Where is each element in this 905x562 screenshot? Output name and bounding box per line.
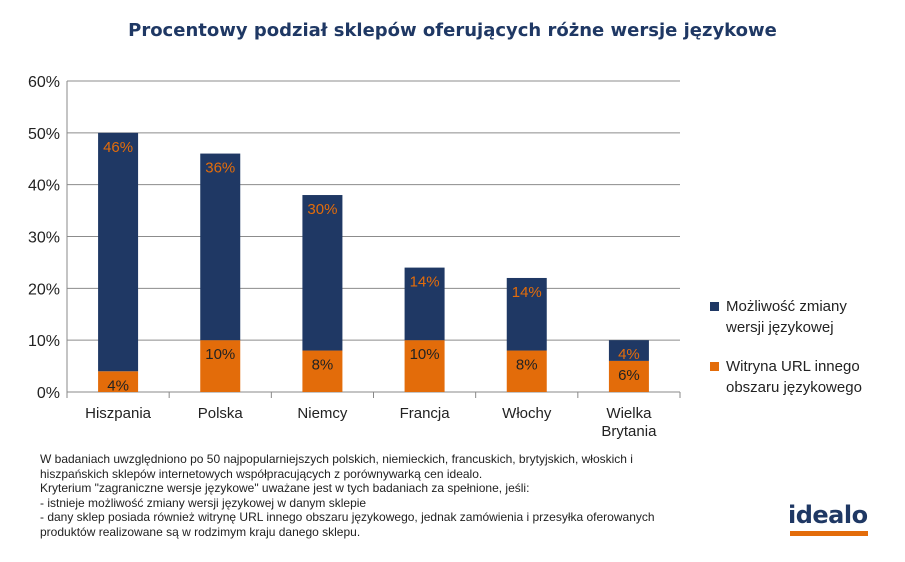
footnote-line: W badaniach uwzględniono po 50 najpopula… bbox=[40, 452, 633, 466]
x-tick-label: Francja bbox=[400, 405, 451, 422]
data-label: 10% bbox=[205, 346, 235, 363]
data-label: 14% bbox=[410, 274, 440, 291]
y-tick-label: 40% bbox=[28, 178, 60, 195]
bar-segment bbox=[98, 132, 139, 372]
data-label: 36% bbox=[205, 160, 235, 177]
data-label: 30% bbox=[307, 201, 337, 218]
data-label: 10% bbox=[410, 346, 440, 363]
legend-swatch bbox=[710, 362, 719, 371]
data-label: 4% bbox=[618, 346, 640, 363]
x-tick-label: Włochy bbox=[502, 405, 552, 422]
bar-segment bbox=[200, 153, 241, 341]
y-tick-label: 10% bbox=[28, 333, 60, 350]
y-tick-label: 50% bbox=[28, 126, 60, 143]
y-tick-label: 60% bbox=[28, 74, 60, 91]
legend-label: Witryna URL innego bbox=[726, 358, 860, 375]
data-label: 4% bbox=[107, 377, 129, 394]
footnote-line: - istnieje możliwość zmiany wersji język… bbox=[40, 495, 367, 510]
x-tick-label: Wielka bbox=[606, 405, 652, 422]
y-tick-label: 0% bbox=[37, 385, 60, 402]
bar-segment bbox=[608, 340, 649, 361]
bar-segment bbox=[302, 350, 343, 392]
data-label: 6% bbox=[618, 367, 640, 384]
footnote-line: produktów realizowane są w rodzimym kraj… bbox=[40, 524, 361, 539]
logo-underline bbox=[790, 531, 868, 536]
legend-swatch bbox=[710, 302, 719, 311]
y-tick-label: 20% bbox=[28, 281, 60, 298]
x-tick-label: Niemcy bbox=[297, 405, 348, 422]
x-tick-label: Brytania bbox=[601, 423, 657, 440]
footnote: W badaniach uwzględniono po 50 najpopula… bbox=[40, 452, 720, 540]
bar-segment bbox=[608, 360, 649, 392]
bar-segment bbox=[506, 350, 547, 392]
legend-label: Możliwość zmiany bbox=[726, 298, 847, 315]
bar-segment bbox=[200, 340, 241, 392]
x-tick-label: Polska bbox=[198, 405, 244, 422]
bar-segment bbox=[302, 195, 343, 351]
data-label: 8% bbox=[312, 357, 334, 374]
idealo-logo: idealo bbox=[788, 501, 868, 529]
bar-segment bbox=[98, 371, 139, 392]
bar-segment bbox=[404, 340, 445, 392]
data-label: 46% bbox=[103, 139, 133, 156]
chart-title: Procentowy podział sklepów oferujących r… bbox=[128, 20, 777, 41]
footnote-line: - dany sklep posiada również witrynę URL… bbox=[40, 510, 655, 525]
y-tick-label: 30% bbox=[28, 230, 60, 247]
footnote-line: hiszpańskich sklepów internetowych współ… bbox=[40, 466, 483, 481]
data-label: 8% bbox=[516, 357, 538, 374]
footnote-line: Kryterium "zagraniczne wersje językowe" … bbox=[40, 481, 530, 496]
legend-label: wersji językowej bbox=[725, 319, 834, 336]
x-tick-label: Hiszpania bbox=[85, 405, 152, 422]
bar-segment bbox=[404, 267, 445, 341]
data-label: 14% bbox=[512, 284, 542, 301]
bar-segment bbox=[506, 277, 547, 351]
legend-label: obszaru językowego bbox=[726, 379, 862, 396]
